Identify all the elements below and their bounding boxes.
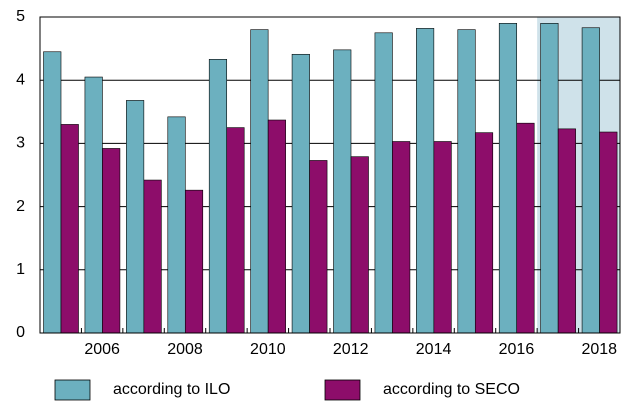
bar xyxy=(167,116,186,334)
x-tick-label: 2006 xyxy=(84,341,120,358)
y-tick-label: 5 xyxy=(16,8,25,25)
bar xyxy=(291,53,310,334)
bar xyxy=(84,76,103,334)
legend-label: according to ILO xyxy=(113,381,230,398)
bar xyxy=(557,128,576,334)
bar xyxy=(498,23,518,334)
bar xyxy=(143,179,162,334)
bar xyxy=(333,49,352,334)
bar xyxy=(433,141,452,334)
x-tick-label: 2016 xyxy=(499,341,535,358)
bar xyxy=(599,131,618,334)
bar xyxy=(416,28,435,334)
bar xyxy=(267,119,286,334)
bar xyxy=(226,127,245,334)
bar xyxy=(43,51,62,334)
legend-label: according to SECO xyxy=(383,381,520,398)
bar xyxy=(102,148,121,334)
bar xyxy=(60,124,79,334)
bar xyxy=(581,27,600,334)
legend-swatch xyxy=(324,379,361,401)
y-tick-label: 2 xyxy=(16,198,25,215)
bar xyxy=(457,29,476,334)
plot-frame xyxy=(39,16,621,334)
bar xyxy=(516,122,535,334)
x-tick-label: 2010 xyxy=(250,341,286,358)
bar xyxy=(184,189,204,334)
bar xyxy=(374,32,393,334)
x-tick-label: 2008 xyxy=(167,341,203,358)
bar xyxy=(474,132,494,334)
legend-swatch xyxy=(54,379,91,401)
bar xyxy=(126,100,145,334)
y-tick-label: 1 xyxy=(16,261,25,278)
y-tick-label: 3 xyxy=(16,135,25,152)
y-tick-label: 4 xyxy=(16,71,25,88)
x-tick-label: 2018 xyxy=(581,341,617,358)
bar xyxy=(350,156,369,334)
bar xyxy=(540,23,559,334)
x-tick-label: 2012 xyxy=(333,341,369,358)
bar xyxy=(309,160,328,334)
bar xyxy=(250,29,269,334)
bar xyxy=(208,59,228,334)
x-tick-label: 2014 xyxy=(416,341,452,358)
y-tick-label: 0 xyxy=(16,324,25,341)
bar xyxy=(392,141,411,334)
